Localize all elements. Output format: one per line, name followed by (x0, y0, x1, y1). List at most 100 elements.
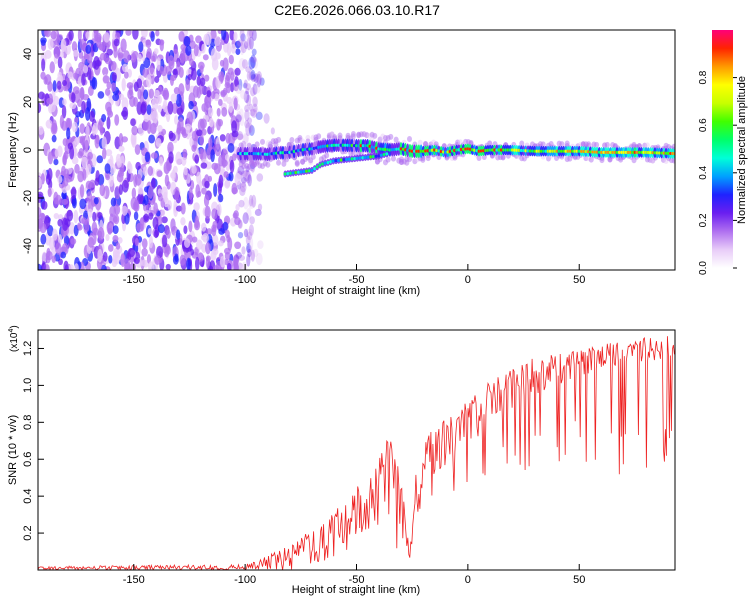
spectrogram-cell (73, 209, 79, 224)
spectrogram-cell (270, 127, 275, 135)
spectrogram-cell (183, 35, 191, 47)
spectrogram-cell (111, 61, 117, 71)
spectrogram-cell (291, 171, 295, 175)
spectrogram-cell (251, 107, 259, 115)
spectrogram-cell (318, 163, 322, 167)
spectrogram-cell (53, 45, 61, 59)
spectrogram-cell (671, 157, 675, 164)
spectrogram-cell (38, 176, 42, 189)
spectrogram-cell (121, 77, 126, 92)
spectrogram-cell (84, 139, 89, 152)
spectrogram-cell (106, 48, 114, 56)
spectrogram-cell (46, 97, 54, 105)
spectrogram-cell (186, 257, 191, 270)
colorbar-ticks: 0.0 0.2 0.4 0.6 0.8 (698, 70, 737, 275)
snr-y-tick-label: 0.8 (22, 415, 34, 430)
spectrogram-cell (201, 187, 207, 195)
spectrogram-cell (38, 102, 42, 114)
spectrogram-cell (232, 255, 238, 269)
spectrogram-cell (137, 187, 144, 195)
colorbar: 0.0 0.2 0.4 0.6 0.8 Normalized spectral ampl… (698, 30, 748, 275)
spectrogram-cell (134, 144, 141, 155)
spectrogram-cell (72, 49, 79, 57)
spectrogram-cell (141, 48, 146, 62)
spectrogram-cell (47, 151, 54, 165)
spectrogram-cell (246, 37, 252, 51)
spectrogram-cell (289, 171, 293, 175)
spectrogram-cell (174, 186, 180, 201)
spectrogram-cell (41, 261, 46, 270)
spectrogram-cell (234, 67, 241, 76)
spectrogram-cell (105, 149, 113, 157)
spectrogram-cell (87, 151, 93, 160)
spectrogram-cell (190, 67, 197, 81)
spectrogram-cell (62, 138, 68, 147)
spectrogram-cell (138, 41, 144, 53)
spectrogram-cell (105, 174, 110, 181)
spectrogram-cell (246, 207, 252, 221)
spectrogram-cell (175, 93, 182, 107)
spectrogram-cell (252, 96, 258, 108)
spectrogram-cell (157, 104, 163, 113)
spectrogram-cell (241, 181, 247, 188)
spectrogram-cell (305, 169, 309, 173)
spectrogram-cell (233, 31, 238, 41)
spectrogram-cell (233, 97, 238, 111)
spectrogram-cell (245, 83, 251, 91)
spectrogram-cell (86, 51, 93, 64)
spectrogram-cell (423, 140, 429, 147)
spectrogram-cell (86, 163, 92, 175)
spectrogram-cell (45, 119, 53, 129)
spectrogram-cell (239, 30, 245, 41)
spectrogram-cell (211, 226, 217, 237)
spectrogram-cell (237, 219, 243, 229)
spectrogram-cell (246, 142, 252, 149)
spectrogram-cell (540, 141, 546, 148)
spectrogram-cell (141, 259, 147, 267)
spectrogram-cell (159, 156, 164, 166)
spectrogram-cell (201, 43, 206, 54)
spectrogram-cell (155, 30, 160, 37)
spectrogram-cell (81, 100, 86, 114)
spectrogram-cell (154, 255, 161, 265)
spectrogram-cell (112, 250, 118, 264)
spectrogram-cell (255, 252, 263, 266)
spectrogram-cell (200, 222, 207, 232)
spectrogram-cell (81, 217, 87, 225)
spectrogram-cell (248, 56, 255, 70)
spectrogram-cell (61, 187, 68, 194)
spectrogram-cell (385, 152, 389, 156)
spectrogram-cell (115, 242, 121, 250)
spectrogram-cell (197, 61, 205, 70)
spectrogram-cell (184, 123, 192, 131)
spectrogram-cell (121, 136, 128, 143)
spectrogram-cell (241, 261, 248, 270)
spectrogram-cell (77, 222, 82, 230)
spectrogram-cell (52, 228, 58, 241)
spectrogram-cell (51, 246, 57, 256)
spectrogram-cell (253, 73, 259, 84)
spectrogram-cell (38, 125, 44, 136)
spectrogram-cell (53, 212, 60, 220)
spectrogram-cell (113, 45, 118, 59)
spectrogram-cell (213, 183, 218, 197)
spectrogram-cell (38, 91, 45, 100)
spectrogram-cell (240, 33, 246, 42)
spectrogram-cell (371, 154, 375, 159)
spectrogram-cell (164, 174, 170, 187)
spectrogram-cell (237, 231, 244, 239)
spectrogram-cell (334, 159, 338, 163)
spectrogram-cell (197, 118, 205, 132)
spectrogram-cell (248, 103, 254, 112)
spectrogram-cell (337, 132, 343, 139)
spectrogram-cell (197, 190, 202, 198)
spectrogram-cell (249, 30, 254, 39)
spectrogram-cell (228, 101, 234, 114)
spectrogram-cell (233, 210, 239, 219)
spectrogram-cell (218, 154, 224, 167)
spectrogram-cell (61, 198, 69, 205)
spectrogram-cell (244, 120, 250, 129)
spectrogram-cell (208, 137, 213, 151)
spectrogram-cell (143, 213, 149, 222)
spectrogram-cell (324, 152, 330, 159)
